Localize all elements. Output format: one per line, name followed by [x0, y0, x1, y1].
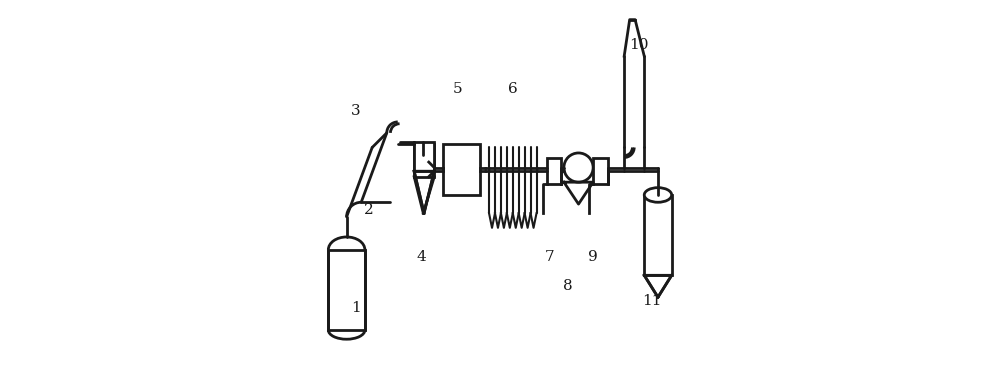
- Text: 4: 4: [417, 250, 426, 264]
- Text: 11: 11: [642, 294, 661, 308]
- Bar: [328, 250, 365, 330]
- Text: 2: 2: [364, 202, 373, 216]
- Text: 5: 5: [453, 82, 463, 96]
- Text: 7: 7: [544, 250, 554, 264]
- Text: 8: 8: [563, 279, 572, 293]
- Bar: [414, 144, 434, 177]
- Text: 9: 9: [588, 250, 598, 264]
- Bar: [547, 159, 561, 184]
- Bar: [644, 195, 672, 275]
- Text: 10: 10: [629, 38, 649, 52]
- Bar: [443, 144, 480, 195]
- Ellipse shape: [644, 188, 672, 202]
- Bar: [593, 159, 608, 184]
- Bar: [414, 142, 434, 171]
- Text: 3: 3: [351, 104, 361, 118]
- Text: 6: 6: [508, 82, 518, 96]
- Text: 1: 1: [351, 301, 361, 315]
